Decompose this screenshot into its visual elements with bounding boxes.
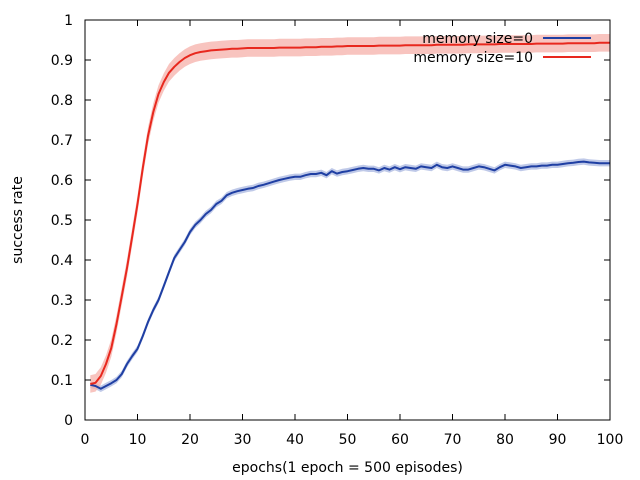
y-tick-label: 0.8 [51, 93, 73, 109]
legend: memory size=0 memory size=10 [413, 31, 591, 66]
legend-label: memory size=10 [413, 50, 533, 66]
y-tick-label: 0.7 [51, 133, 73, 149]
series-lines [90, 41, 610, 390]
x-tick-label: 90 [549, 432, 567, 448]
x-axis-ticks: 0 10 20 30 40 50 60 70 80 90 100 [81, 20, 624, 448]
x-tick-label: 80 [496, 432, 514, 448]
legend-label: memory size=0 [422, 31, 533, 47]
y-tick-label: 0.5 [51, 213, 73, 229]
x-tick-label: 40 [286, 432, 304, 448]
y-tick-label: 0.3 [51, 293, 73, 309]
confidence-bands [90, 34, 611, 393]
y-tick-label: 0.2 [51, 333, 73, 349]
y-tick-label: 0 [64, 413, 73, 429]
y-tick-label: 0.1 [51, 373, 73, 389]
y-tick-label: 1 [64, 13, 73, 29]
x-tick-label: 60 [391, 432, 409, 448]
x-axis-label: epochs(1 epoch = 500 episodes) [232, 460, 463, 476]
y-axis-label: success rate [10, 176, 26, 264]
y-tick-label: 0.9 [51, 53, 73, 69]
x-tick-label: 70 [444, 432, 462, 448]
memory-size-10-line [90, 41, 610, 385]
x-tick-label: 10 [129, 432, 147, 448]
memory-size-0-line [90, 160, 610, 390]
x-tick-label: 20 [181, 432, 199, 448]
memory-size-10-band [90, 34, 611, 393]
y-axis-ticks: 0 0.1 0.2 0.3 0.4 0.5 0.6 0.7 0.8 0.9 1 [51, 13, 610, 429]
x-tick-label: 50 [339, 432, 357, 448]
y-tick-label: 0.6 [51, 173, 73, 189]
y-tick-label: 0.4 [51, 253, 73, 269]
x-tick-label: 100 [597, 432, 624, 448]
x-tick-label: 0 [81, 432, 90, 448]
x-tick-label: 30 [234, 432, 252, 448]
